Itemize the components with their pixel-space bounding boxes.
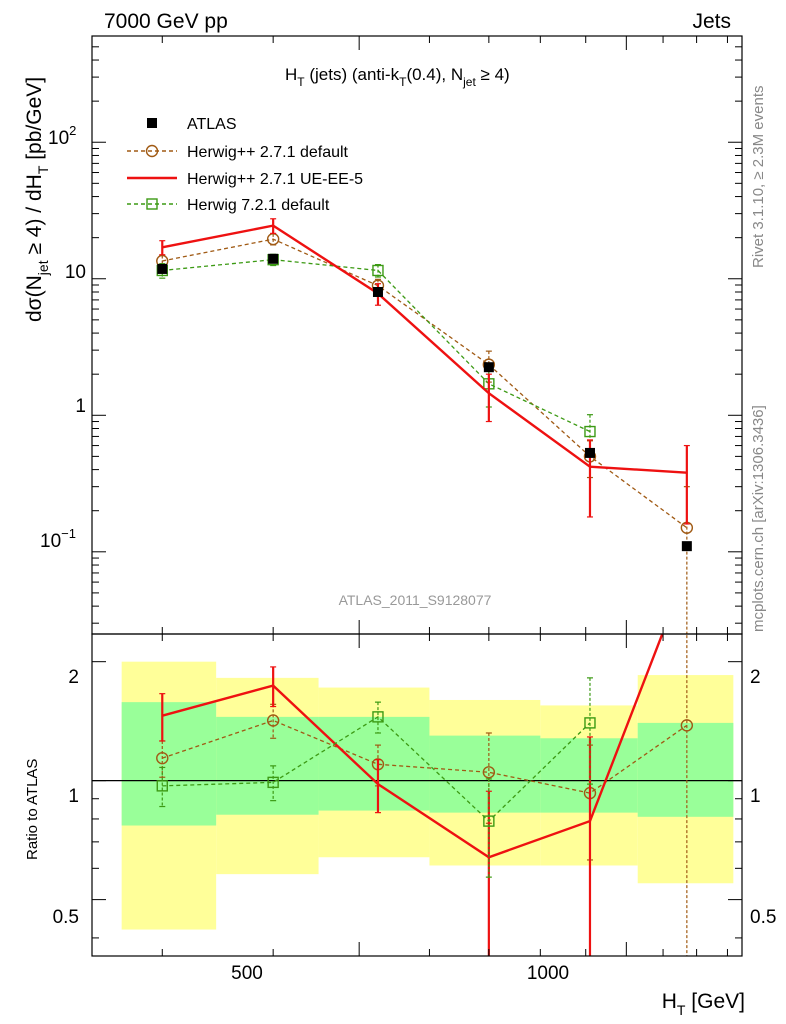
uncertainty-band-inner: [216, 716, 319, 815]
xtick-label-1000: 1000: [527, 963, 569, 984]
ratio-ytick-05-right: 0.5: [750, 907, 776, 928]
legend-label-herwig7: Herwig 7.2.1 default: [187, 197, 330, 214]
ratio-marks: [92, 634, 742, 956]
ratio-ytick-1-right: 1: [750, 786, 761, 807]
series-herwig-2-7-1-ue-ee-5: [159, 634, 664, 956]
data-point-herwig-2-7-1-default: [156, 751, 169, 765]
ratio-ylabel: Ratio to ATLAS: [24, 759, 41, 860]
ratio-frame: [91, 633, 743, 957]
data-point-atlas: [157, 263, 168, 274]
ratio-ticks: [92, 634, 742, 956]
data-point-atlas: [584, 447, 595, 458]
data-point-atlas: [483, 362, 494, 373]
data-point-herwig-7-2-1-default: [483, 815, 495, 827]
ytick-label-10: 10: [65, 262, 86, 283]
series-herwig-2-7-1-ue-ee-5: [159, 218, 690, 525]
uncertainty-band-inner: [121, 702, 217, 826]
data-point-herwig-2-7-1-default: [680, 719, 694, 732]
mcplots-label: mcplots.cern.ch [arXiv:1306.3436]: [750, 405, 767, 632]
ratio-ytick-2-right: 2: [750, 667, 761, 688]
legend-label-herwigpp-ueee5: Herwig++ 2.7.1 UE-EE-5: [187, 171, 363, 188]
data-point-herwig-7-2-1-default: [372, 711, 384, 723]
header-left: 7000 GeV pp: [104, 10, 228, 33]
series-line-herwig-2-7-1-ue-ee-5: [161, 634, 664, 859]
uncertainty-band-inner: [429, 735, 541, 813]
main-ylabel: dσ(Njet ≥ 4) / dHT [pb/GeV]: [23, 77, 51, 322]
legend-label-herwigpp-default: Herwig++ 2.7.1 default: [187, 144, 349, 161]
legend-label-atlas: ATLAS: [187, 116, 237, 133]
ratio-ytick-05-left: 0.5: [53, 907, 79, 928]
series-herwig-7-2-1-default: [156, 677, 596, 878]
ytick-label-01: 10−1: [40, 526, 76, 552]
legend-marker-herwig7: [146, 198, 158, 210]
data-point-atlas: [681, 541, 692, 552]
main-marks: [156, 218, 694, 634]
legend-entry-herwigpp-default: Herwig++ 2.7.1 default: [127, 144, 349, 161]
data-point-atlas: [268, 253, 279, 264]
series-atlas: [157, 253, 692, 552]
legend-entry-herwig7: Herwig 7.2.1 default: [127, 197, 330, 214]
header-right: Jets: [692, 10, 731, 33]
data-point-herwig-7-2-1-default: [156, 780, 168, 792]
data-point-herwig-7-2-1-default: [372, 264, 384, 277]
xtick-label-500: 500: [231, 963, 263, 984]
ytick-label-100: 102: [48, 123, 76, 149]
plot-title: HT (jets) (anti-kT(0.4), Njet ≥ 4): [285, 65, 510, 89]
main-ticks: [92, 35, 742, 634]
analysis-watermark: ATLAS_2011_S9128077: [339, 592, 492, 608]
data-point-herwig-2-7-1-default: [266, 714, 280, 727]
data-point-atlas: [372, 286, 383, 297]
rivet-label: Rivet 3.1.10, ≥ 2.3M events: [750, 86, 767, 269]
legend-entry-atlas: ATLAS: [147, 116, 237, 133]
data-point-herwig-2-7-1-default: [482, 766, 496, 779]
legend-entry-herwigpp-ueee5: Herwig++ 2.7.1 UE-EE-5: [127, 171, 363, 188]
data-point-herwig-7-2-1-default: [267, 776, 279, 789]
series-line-herwig-2-7-1-ue-ee-5: [162, 224, 687, 474]
data-point-herwig-7-2-1-default: [584, 717, 596, 729]
x-axis-label: HT [GeV]: [662, 990, 745, 1018]
ratio-plot: 2 1 0.5 2 1 0.5 Ratio to ATLAS 500 1000 …: [24, 633, 776, 1018]
legend-marker-herwigpp-default: [145, 144, 159, 158]
main-plot: 102 10 1 10−1 HT (jets) (anti-kT(0.4), N…: [23, 35, 743, 635]
legend-marker-atlas: [147, 118, 157, 128]
uncertainty-band-inner: [637, 722, 734, 817]
legend: ATLAS Herwig++ 2.7.1 default Herwig++ 2.…: [127, 116, 363, 214]
ratio-ytick-2-left: 2: [68, 667, 79, 688]
ytick-label-1: 1: [75, 396, 86, 417]
uncertainty-band-inner: [318, 716, 430, 811]
series-line-herwig-7-2-1-default: [162, 716, 591, 823]
data-point-herwig-7-2-1-default: [584, 425, 596, 438]
ratio-ytick-1-left: 1: [68, 786, 79, 807]
